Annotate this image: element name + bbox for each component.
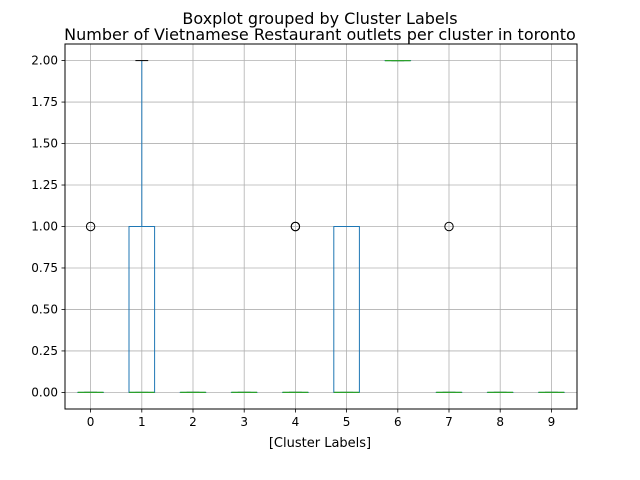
x-tick-label: 4	[292, 415, 300, 429]
x-tick-label: 3	[240, 415, 248, 429]
box-group-7	[435, 221, 463, 394]
box-group-1	[128, 60, 156, 394]
x-tick-label: 5	[343, 415, 351, 429]
y-tick-label: 0.50	[31, 302, 58, 316]
x-tick-label: 0	[87, 415, 95, 429]
y-tick-label: 1.00	[31, 220, 58, 234]
y-tick-label: 0.00	[31, 385, 58, 399]
x-tick-label: 6	[394, 415, 402, 429]
x-tick-label: 2	[189, 415, 197, 429]
grid-lines	[65, 44, 577, 409]
box-group-4	[282, 221, 309, 394]
x-tick-label: 1	[138, 415, 146, 429]
y-tick-label: 1.50	[31, 137, 58, 151]
y-tick-label: 1.75	[31, 95, 58, 109]
y-tick-label: 0.25	[31, 344, 58, 358]
outlier-point	[85, 221, 96, 232]
y-tick-label: 2.00	[31, 54, 58, 68]
axes: 0.00 0.25 0.50 0.75 1.00 1.25 1.50 1.75 2.00 0 1 2 3…	[31, 43, 578, 429]
x-tick-label: 9	[548, 415, 556, 429]
box-group-0	[77, 221, 104, 394]
y-tick-label: 1.25	[31, 178, 58, 192]
plot-area	[77, 59, 565, 394]
outlier-point	[290, 221, 301, 232]
x-axis-label: [Cluster Labels]	[269, 436, 371, 451]
y-tick-label: 0.75	[31, 261, 58, 275]
x-tick-label: 8	[496, 415, 504, 429]
x-tick-label: 7	[445, 415, 453, 429]
outlier-point	[444, 221, 454, 232]
box-group-5	[333, 226, 360, 394]
chart-suptitle: Boxplot grouped by Cluster Labels	[182, 9, 457, 28]
chart-title: Number of Vietnamese Restaurant outlets …	[64, 25, 576, 44]
